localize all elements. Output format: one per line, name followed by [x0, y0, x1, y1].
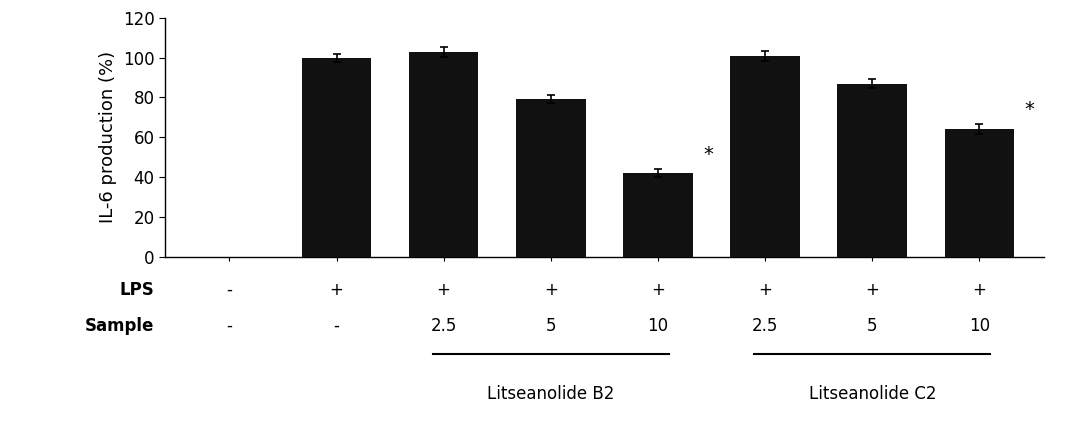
Text: Litseanolide B2: Litseanolide B2 — [487, 385, 615, 404]
Text: +: + — [437, 281, 450, 299]
Text: Litseanolide C2: Litseanolide C2 — [808, 385, 936, 404]
Bar — [515, 100, 586, 257]
Text: *: * — [1025, 101, 1034, 120]
Text: 5: 5 — [545, 317, 556, 334]
Text: LPS: LPS — [119, 281, 154, 299]
Text: 5: 5 — [867, 317, 878, 334]
Text: 10: 10 — [648, 317, 669, 334]
Text: +: + — [758, 281, 772, 299]
Text: 10: 10 — [969, 317, 990, 334]
Bar — [837, 83, 907, 257]
Text: *: * — [703, 145, 712, 164]
Text: +: + — [972, 281, 986, 299]
Text: -: - — [227, 281, 232, 299]
Text: 2.5: 2.5 — [430, 317, 457, 334]
Text: Sample: Sample — [85, 317, 154, 334]
Text: +: + — [329, 281, 343, 299]
Bar — [409, 52, 478, 257]
Text: +: + — [651, 281, 665, 299]
Text: 2.5: 2.5 — [752, 317, 779, 334]
Bar — [945, 129, 1014, 257]
Bar — [623, 173, 693, 257]
Text: -: - — [227, 317, 232, 334]
Y-axis label: IL-6 production (%): IL-6 production (%) — [99, 51, 117, 223]
Bar — [301, 58, 372, 257]
Text: -: - — [333, 317, 340, 334]
Text: +: + — [866, 281, 880, 299]
Bar — [731, 56, 800, 257]
Text: +: + — [544, 281, 558, 299]
